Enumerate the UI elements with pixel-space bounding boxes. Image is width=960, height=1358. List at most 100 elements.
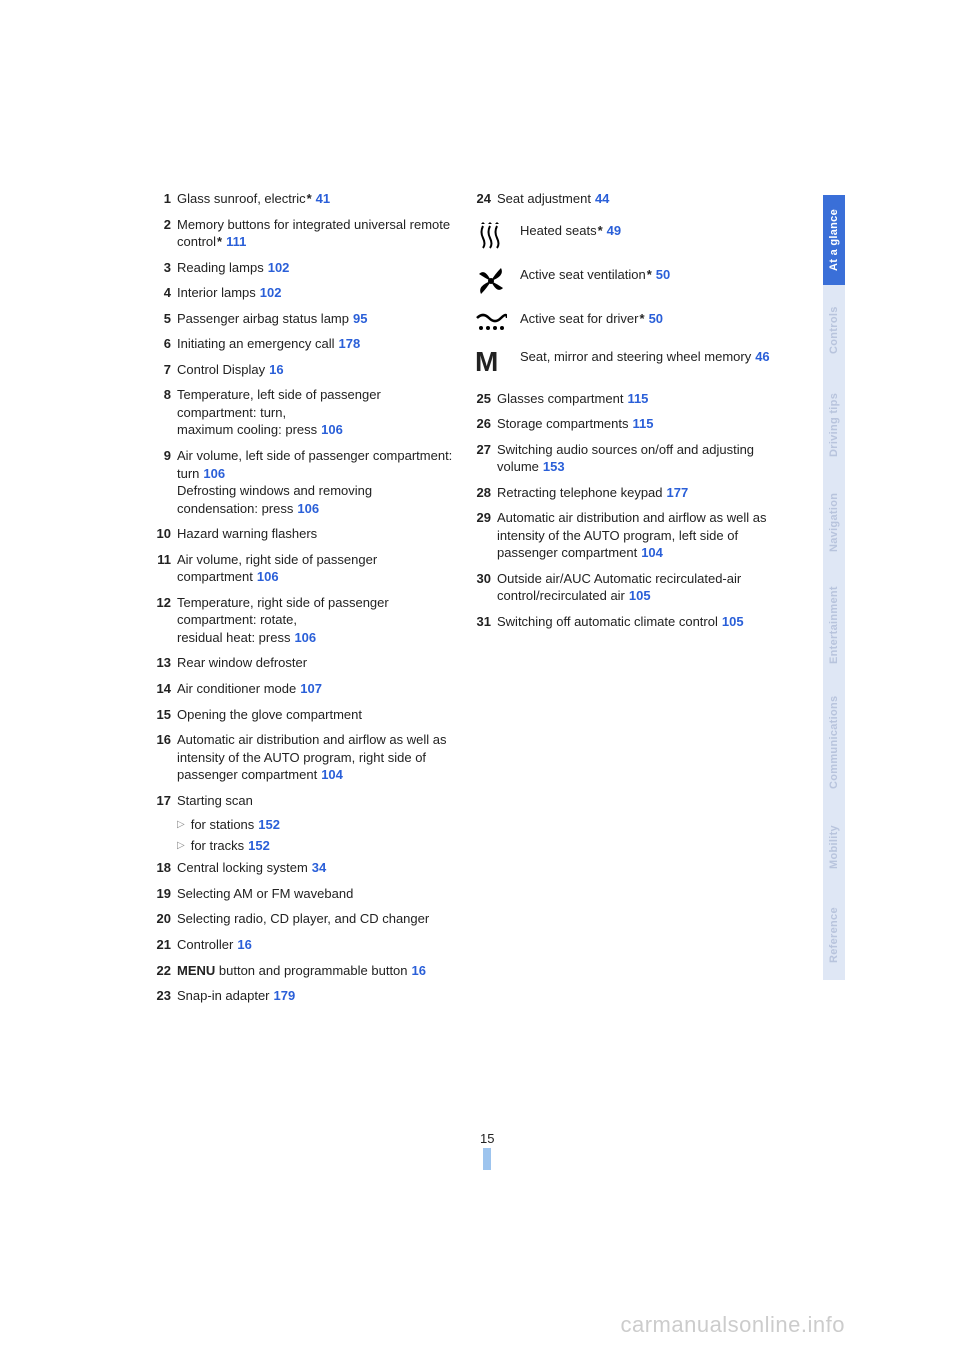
tab-driving-tips[interactable]: Driving tips xyxy=(823,375,845,475)
item-body: Glasses compartment115 xyxy=(497,390,775,408)
list-item: 20Selecting radio, CD player, and CD cha… xyxy=(155,910,455,928)
list-item: 25Glasses compartment115 xyxy=(475,390,775,408)
item-body: Air volume, right side of passenger comp… xyxy=(177,551,455,586)
list-item: 31Switching off automatic climate contro… xyxy=(475,613,775,631)
item-body: Memory buttons for integrated universal … xyxy=(177,216,455,251)
right-column: 24Seat adjustment44Heated seats*49Active… xyxy=(475,190,775,1013)
item-number: 10 xyxy=(155,525,177,543)
item-body: Storage compartments115 xyxy=(497,415,775,433)
item-number: 9 xyxy=(155,447,177,517)
list-item: 21Controller16 xyxy=(155,936,455,954)
list-item: 1Glass sunroof, electric*41 xyxy=(155,190,455,208)
list-item: 10Hazard warning flashers xyxy=(155,525,455,543)
item-body: Initiating an emergency call178 xyxy=(177,335,455,353)
page-content: 1Glass sunroof, electric*412Memory butto… xyxy=(155,190,805,1013)
list-item: 24Seat adjustment44 xyxy=(475,190,775,208)
item-body: Air volume, left side of passenger compa… xyxy=(177,447,455,517)
item-number: 12 xyxy=(155,594,177,647)
item-number: 11 xyxy=(155,551,177,586)
item-body: Reading lamps102 xyxy=(177,259,455,277)
tab-at-a-glance[interactable]: At a glance xyxy=(823,195,845,285)
item-body: Glass sunroof, electric*41 xyxy=(177,190,455,208)
item-number: 1 xyxy=(155,190,177,208)
item-body: Selecting AM or FM waveband xyxy=(177,885,455,903)
icon-row: MSeat, mirror and steering wheel memory4… xyxy=(475,348,775,376)
item-body: Temperature, right side of passenger com… xyxy=(177,594,455,647)
item-number: 24 xyxy=(475,190,497,208)
item-body: Controller16 xyxy=(177,936,455,954)
page-number-wrap: 15 xyxy=(480,1131,494,1170)
triangle-icon: ▷ xyxy=(177,819,185,832)
list-item: 9Air volume, left side of passenger comp… xyxy=(155,447,455,517)
icon-text: Active seat ventilation*50 xyxy=(520,266,775,284)
item-body: Automatic air distribution and airflow a… xyxy=(497,509,775,562)
sub-item: ▷for tracks152 xyxy=(177,838,455,853)
item-number: 5 xyxy=(155,310,177,328)
item-body: Switching audio sources on/off and adjus… xyxy=(497,441,775,476)
list-item: 18Central locking system34 xyxy=(155,859,455,877)
item-body: Opening the glove compartment xyxy=(177,706,455,724)
watermark: carmanualsonline.info xyxy=(620,1312,845,1338)
list-item: 27Switching audio sources on/off and adj… xyxy=(475,441,775,476)
item-body: Snap-in adapter179 xyxy=(177,987,455,1005)
heat-icon xyxy=(475,222,520,252)
item-number: 16 xyxy=(155,731,177,784)
tab-reference[interactable]: Reference xyxy=(823,890,845,980)
section-tabs: At a glanceControlsDriving tipsNavigatio… xyxy=(823,195,845,980)
item-number: 28 xyxy=(475,484,497,502)
item-number: 21 xyxy=(155,936,177,954)
item-number: 29 xyxy=(475,509,497,562)
list-item: 15Opening the glove compartment xyxy=(155,706,455,724)
item-body: Temperature, left side of passenger comp… xyxy=(177,386,455,439)
item-body: Selecting radio, CD player, and CD chang… xyxy=(177,910,455,928)
item-number: 22 xyxy=(155,962,177,980)
item-number: 20 xyxy=(155,910,177,928)
tab-mobility[interactable]: Mobility xyxy=(823,805,845,890)
item-body: Starting scan xyxy=(177,792,455,810)
list-item: 29Automatic air distribution and airflow… xyxy=(475,509,775,562)
M-icon: M xyxy=(475,348,520,376)
list-item: 22MENU button and programmable button16 xyxy=(155,962,455,980)
item-number: 7 xyxy=(155,361,177,379)
list-item: 28Retracting telephone keypad177 xyxy=(475,484,775,502)
list-item: 6Initiating an emergency call178 xyxy=(155,335,455,353)
item-body: Air conditioner mode107 xyxy=(177,680,455,698)
item-body: Rear window defroster xyxy=(177,654,455,672)
list-item: 12Temperature, right side of passenger c… xyxy=(155,594,455,647)
list-item: 26Storage compartments115 xyxy=(475,415,775,433)
item-number: 6 xyxy=(155,335,177,353)
icon-text: Active seat for driver*50 xyxy=(520,310,775,328)
list-item: 3Reading lamps102 xyxy=(155,259,455,277)
icon-row: Active seat ventilation*50 xyxy=(475,266,775,296)
item-number: 8 xyxy=(155,386,177,439)
list-item: 30Outside air/AUC Automatic recirculated… xyxy=(475,570,775,605)
tab-controls[interactable]: Controls xyxy=(823,285,845,375)
list-item: 13Rear window defroster xyxy=(155,654,455,672)
list-item: 16Automatic air distribution and airflow… xyxy=(155,731,455,784)
tab-communications[interactable]: Communications xyxy=(823,680,845,805)
list-item: 2Memory buttons for integrated universal… xyxy=(155,216,455,251)
item-body: Hazard warning flashers xyxy=(177,525,455,543)
triangle-icon: ▷ xyxy=(177,840,185,853)
item-number: 2 xyxy=(155,216,177,251)
item-body: MENU button and programmable button16 xyxy=(177,962,455,980)
list-item: 7Control Display16 xyxy=(155,361,455,379)
page-number-bar xyxy=(483,1148,491,1170)
list-item: 17Starting scan xyxy=(155,792,455,810)
item-body: Automatic air distribution and airflow a… xyxy=(177,731,455,784)
item-number: 15 xyxy=(155,706,177,724)
item-body: Central locking system34 xyxy=(177,859,455,877)
page-number: 15 xyxy=(480,1131,494,1146)
list-item: 11Air volume, right side of passenger co… xyxy=(155,551,455,586)
tab-navigation[interactable]: Navigation xyxy=(823,475,845,570)
left-column: 1Glass sunroof, electric*412Memory butto… xyxy=(155,190,455,1013)
tab-entertainment[interactable]: Entertainment xyxy=(823,570,845,680)
icon-text: Seat, mirror and steering wheel memory46 xyxy=(520,348,775,366)
item-number: 17 xyxy=(155,792,177,810)
list-item: 19Selecting AM or FM waveband xyxy=(155,885,455,903)
item-number: 26 xyxy=(475,415,497,433)
item-number: 14 xyxy=(155,680,177,698)
fan-icon xyxy=(475,266,520,296)
sub-item: ▷for stations152 xyxy=(177,817,455,832)
item-body: Control Display16 xyxy=(177,361,455,379)
